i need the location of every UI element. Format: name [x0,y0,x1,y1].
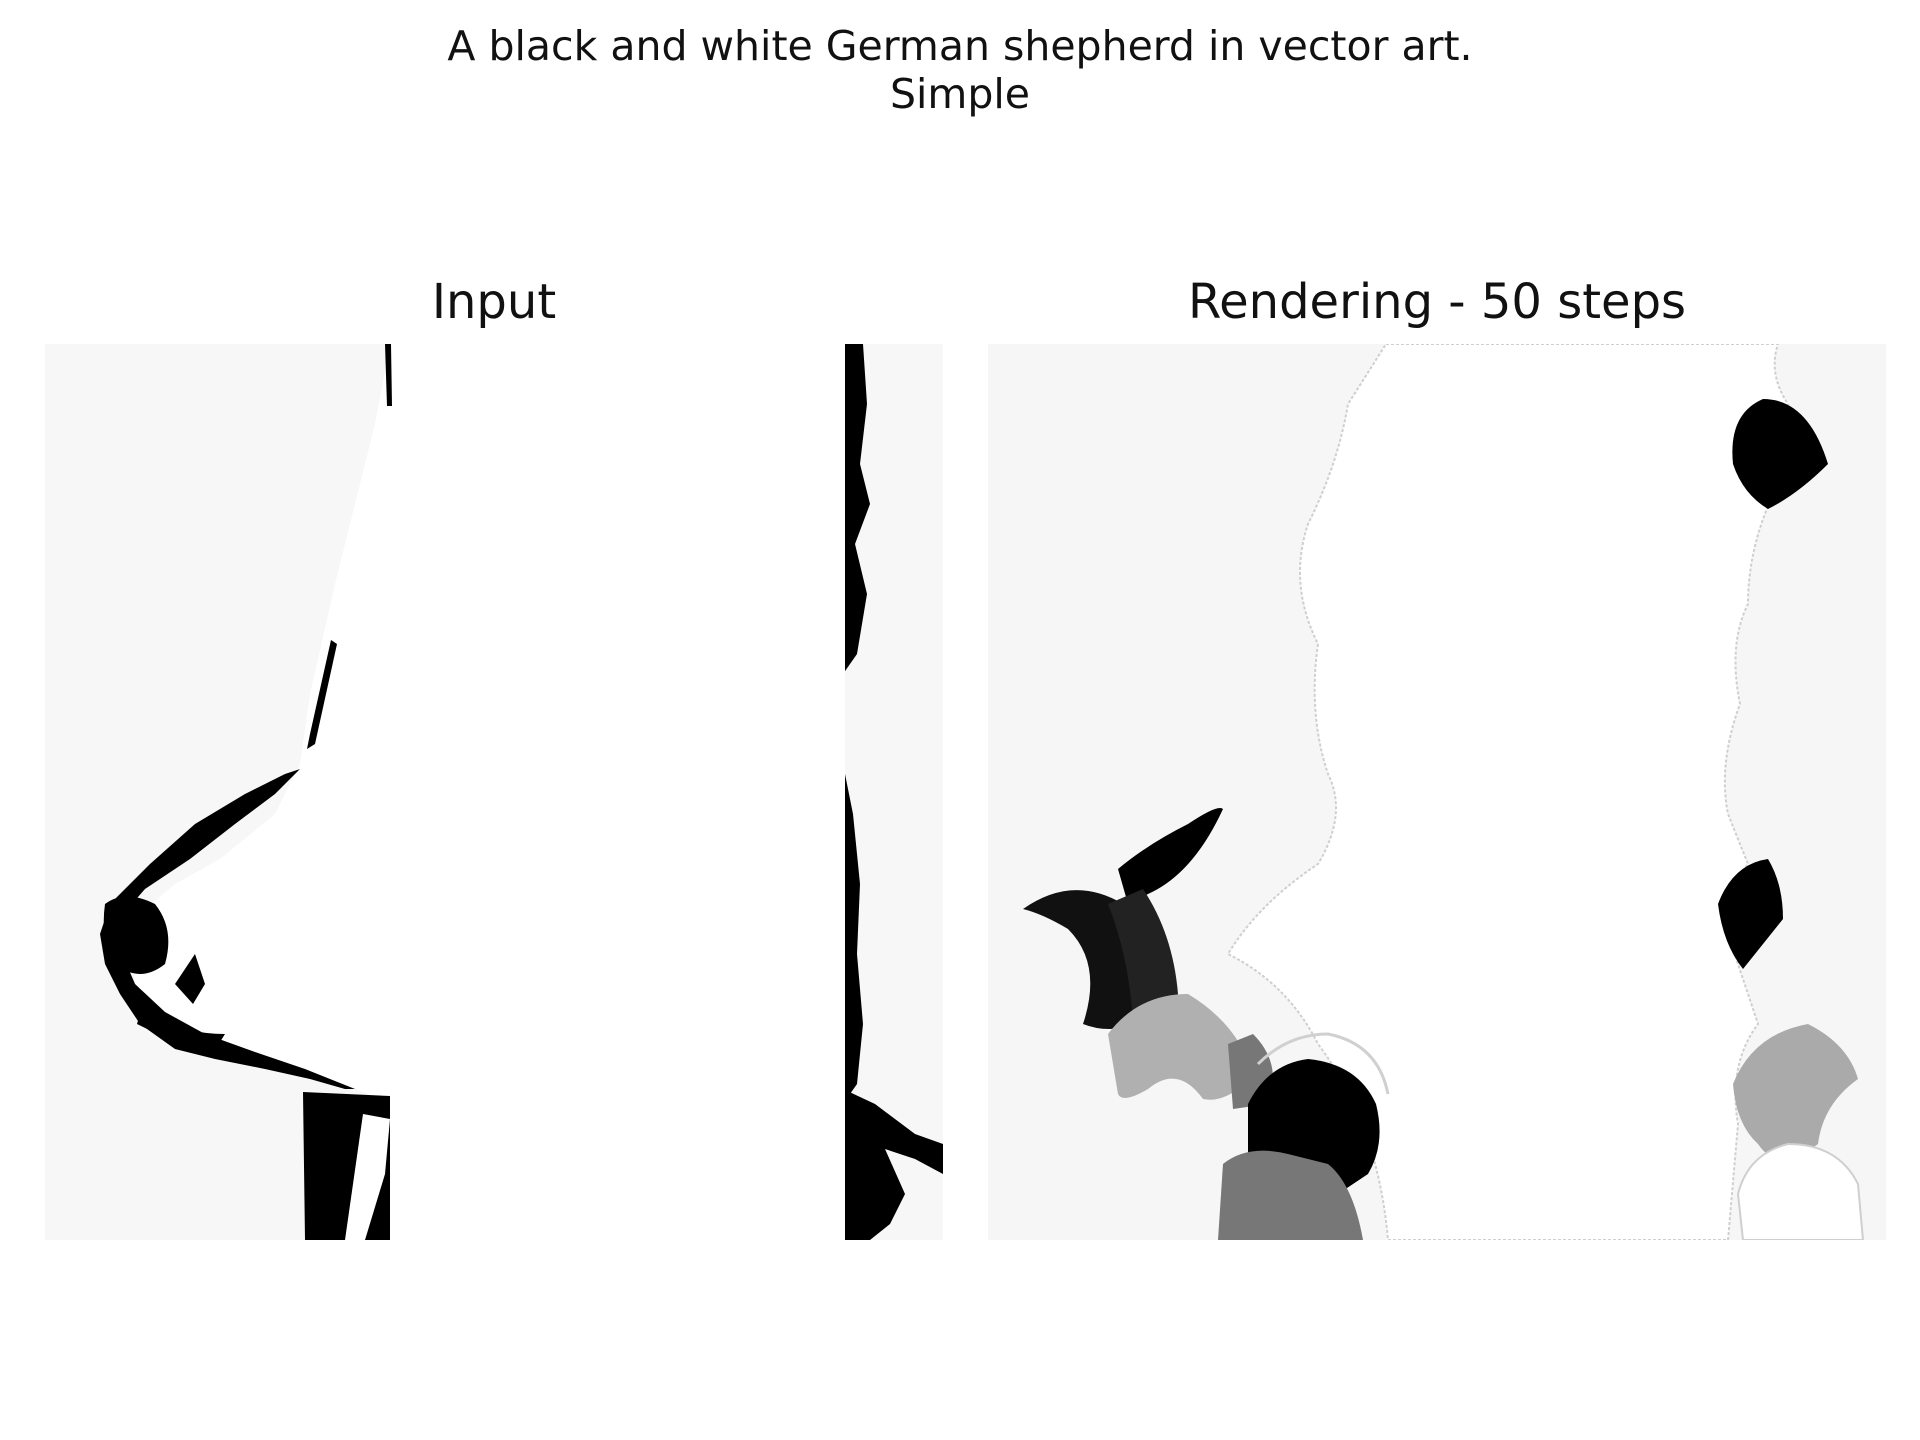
rendering-right-grey-blob [1733,1024,1858,1159]
input-image [45,344,943,1240]
rendering-black-blob-2 [1023,890,1146,1029]
rendering-grey-blob-1 [1108,994,1253,1100]
rendering-right-black-blob-2 [1718,859,1783,969]
rendering-dark-grey-base [1218,1150,1363,1240]
rendering-panel-title: Rendering - 50 steps [1187,274,1687,330]
input-right-edge [843,344,845,1240]
figure-title: A black and white German shepherd in vec… [0,22,1920,118]
input-neck-stroke [307,640,337,749]
input-right-contour [843,344,870,674]
rendering-black-blob-1 [1118,808,1223,904]
rendering-image [988,344,1886,1240]
rendering-right-white-circle [1736,1142,1865,1240]
input-top-line [385,344,392,406]
input-right-leaf-shape [843,1089,943,1240]
input-right-line [843,764,863,1104]
input-mouth-line [137,1014,225,1043]
rendering-image-graphic [988,344,1886,1240]
figure-title-line-2: Simple [890,70,1030,118]
input-chest-highlight [345,1114,390,1240]
input-image-graphic [45,344,943,1240]
rendering-white-arc [1256,1032,1390,1095]
input-panel-title: Input [431,274,557,330]
input-dog-silhouette [130,344,843,1240]
rendering-right-black-blob-1 [1732,399,1828,509]
input-nose [103,896,169,974]
figure-title-line-1: A black and white German shepherd in vec… [447,22,1473,70]
input-chin-shape [175,954,205,1004]
rendering-dark-grey-blob [1108,889,1178,1020]
